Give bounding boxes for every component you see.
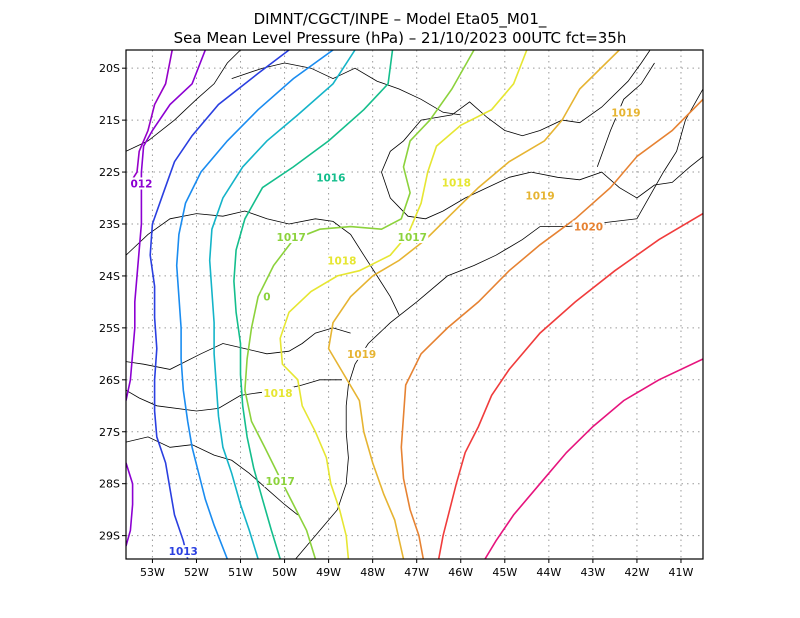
isobar-label: 1013 <box>169 546 198 558</box>
isobar-label-bg <box>325 254 358 267</box>
isobars <box>126 50 703 559</box>
isobar-label: 1017 <box>398 232 427 244</box>
isobar-label: 1019 <box>611 107 640 119</box>
lon-tick-label: 52W <box>184 566 209 579</box>
coastline <box>596 62 655 168</box>
lon-tick-label: 47W <box>404 566 429 579</box>
lat-tick-label: 24S <box>99 270 120 283</box>
lon-tick-label: 46W <box>448 566 473 579</box>
lat-tick-label: 26S <box>99 374 120 387</box>
lon-tick-label: 45W <box>492 566 517 579</box>
isobar-label: 1020 <box>574 222 603 234</box>
isobar-label-bg <box>396 230 429 243</box>
isobar-label: 1018 <box>442 177 471 189</box>
coastline <box>126 327 351 370</box>
coastline <box>231 62 461 116</box>
isobar-label-bg <box>261 290 273 303</box>
isobar-label: 1017 <box>266 476 295 488</box>
isobar-1015 <box>208 50 356 559</box>
coastlines-and-borders <box>126 50 703 559</box>
lat-tick-label: 21S <box>99 114 120 127</box>
lon-tick-label: 49W <box>316 566 341 579</box>
isobar-label: 1018 <box>327 255 356 267</box>
isobar-label-bg <box>275 230 308 243</box>
isobar-label: 1019 <box>347 349 376 361</box>
isobar-label-bg <box>261 386 294 399</box>
lon-tick-label: 48W <box>360 566 385 579</box>
isobar-labels: 012 1013 1016 1017 1017 1017 0 1018 1018 1018 1019… <box>128 106 642 558</box>
isobar-1021 <box>437 212 703 559</box>
isobar-label: 012 <box>130 178 152 190</box>
isobar-label-bg <box>609 106 642 119</box>
lon-tick-label: 53W <box>140 566 165 579</box>
map-title-line1: DIMNT/CGCT/INPE – Model Eta05_M01_ <box>254 10 547 29</box>
isobar-1020 <box>400 98 703 559</box>
coastline <box>295 88 703 559</box>
lon-tick-label: 51W <box>228 566 253 579</box>
lat-tick-label: 25S <box>99 322 120 335</box>
isobar-label-bg <box>264 475 297 488</box>
lat-tick-label: 23S <box>99 218 120 231</box>
coastline <box>381 50 651 220</box>
coastline <box>126 50 241 152</box>
lon-tick-label: 41W <box>669 566 694 579</box>
isobar-label-bg <box>524 189 557 202</box>
isobar-label: 1017 <box>277 232 306 244</box>
lat-tick-label: 27S <box>99 426 120 439</box>
map-title-line2: Sea Mean Level Pressure (hPa) – 21/10/20… <box>174 29 627 47</box>
isobar-label: 1016 <box>316 172 345 184</box>
lon-tick-label: 42W <box>624 566 649 579</box>
isobar-label: 1018 <box>263 388 292 400</box>
lon-tick-label: 43W <box>580 566 605 579</box>
lat-tick-label: 29S <box>99 530 120 543</box>
isobar-label-bg <box>314 171 347 184</box>
lon-tick-label: 44W <box>536 566 561 579</box>
isobar-label-bg <box>345 347 378 360</box>
isobar-1011 <box>129 50 173 183</box>
isobar-1019 <box>327 50 620 559</box>
isobar-1016 <box>233 50 394 559</box>
isobar-1012 <box>126 50 207 401</box>
isobar-1014 <box>175 50 334 559</box>
isobar-1017 <box>244 50 475 559</box>
coastline <box>126 379 342 412</box>
isobar-label-bg <box>572 220 605 233</box>
lat-tick-label: 20S <box>99 62 120 75</box>
isobar-1012 <box>126 462 134 547</box>
isobar-1022 <box>484 358 703 559</box>
isobar-label: 0 <box>263 292 270 304</box>
isobar-label-bg <box>128 177 154 190</box>
lat-tick-label: 28S <box>99 478 120 491</box>
lat-tick-label: 22S <box>99 166 120 179</box>
isobar-1018 <box>279 50 528 559</box>
isobar-label: 1019 <box>525 190 554 202</box>
lon-tick-label: 50W <box>272 566 297 579</box>
isobar-label-bg <box>440 176 473 189</box>
map-frame <box>125 49 704 560</box>
isobar-1013 <box>149 50 290 559</box>
coastline <box>531 156 703 199</box>
axis-ticks: 53W 52W 51W 50W 49W 48W 47W 46W 45W 44W 43W 42W 41W 2… <box>99 62 694 579</box>
coastline <box>126 210 400 316</box>
isobar-label-bg <box>167 545 200 558</box>
